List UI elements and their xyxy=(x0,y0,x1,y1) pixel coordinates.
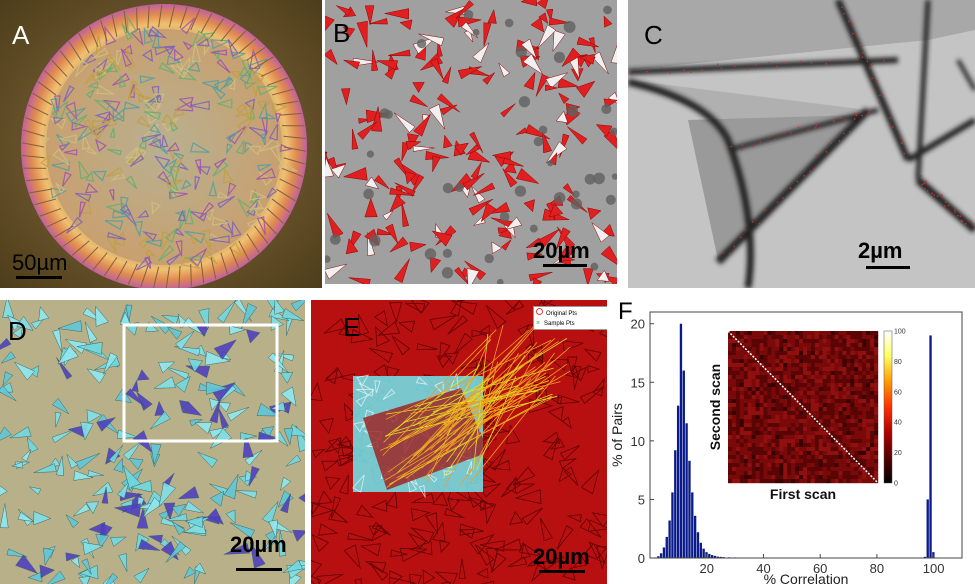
y-tick-label: 0 xyxy=(638,551,645,566)
correlation-histogram-chart: 20 40 60 80 100 0 5 10 15 20 % Correlation % of Pai… xyxy=(610,311,963,584)
colorbar-tick-label: 0 xyxy=(894,481,898,488)
histogram-bar xyxy=(713,555,717,558)
inset-y-label: Second scan xyxy=(707,364,723,450)
y-tick-label: 15 xyxy=(631,375,645,390)
x-tick-label: 60 xyxy=(813,561,827,576)
crystal-disk-image xyxy=(0,0,322,288)
histogram-bar xyxy=(685,423,688,558)
colorbar-tick-label: 100 xyxy=(894,329,906,336)
circle-marker-icon xyxy=(536,308,543,315)
panel-e-legend: Original Pts × Sample Pts xyxy=(533,306,607,330)
panel-c-scalebar xyxy=(866,266,910,269)
inset-x-label: First scan xyxy=(770,486,836,502)
histogram-bar xyxy=(926,499,929,558)
red-overlay-image xyxy=(325,0,617,284)
panel-e-label: E xyxy=(343,312,361,342)
y-tick-label: 5 xyxy=(638,492,645,507)
panel-a-label: A xyxy=(12,20,30,50)
panel-e-scale-text: 20µm xyxy=(533,544,590,569)
registration-image xyxy=(311,300,607,584)
panel-e-micrograph: E Original Pts × Sample Pts 20µm xyxy=(311,300,607,584)
histogram-bar xyxy=(716,556,719,558)
x-tick-label: 20 xyxy=(699,561,713,576)
y-tick-label: 20 xyxy=(631,317,645,332)
panel-d-micrograph: D 20µm xyxy=(0,300,305,584)
cross-marker-icon: × xyxy=(536,320,541,327)
histogram-bar xyxy=(668,520,671,558)
histogram-bar xyxy=(719,556,722,558)
histogram-bar xyxy=(679,323,683,558)
histogram-bar xyxy=(662,547,666,558)
panel-d-scalebar xyxy=(236,568,282,571)
correlation-heatmap xyxy=(727,330,879,484)
panel-d-label: D xyxy=(8,316,27,346)
panel-c-label: C xyxy=(644,20,663,50)
y-axis-label: % of Pairs xyxy=(610,403,625,467)
histogram-bar xyxy=(657,556,660,558)
panel-d-roi-box xyxy=(122,323,279,443)
zoomed-grain-image xyxy=(628,0,975,288)
panel-e-scalebar xyxy=(539,570,585,573)
y-tick-label: 10 xyxy=(631,434,645,449)
histogram-bar xyxy=(710,555,714,558)
panel-a-micrograph: A 50µm xyxy=(0,0,322,288)
colorbar-tick-label: 20 xyxy=(894,450,902,457)
panel-c-micrograph: C 2µm xyxy=(628,0,975,288)
histogram-bar xyxy=(923,556,927,558)
panel-b-micrograph: B 20µm xyxy=(325,0,617,284)
histogram-bar xyxy=(674,450,677,558)
histogram-bar xyxy=(696,532,700,558)
panel-f-histogram: 20 40 60 80 100 0 5 10 15 20 % Correlation % of Pai… xyxy=(610,294,975,584)
histogram-bar xyxy=(665,536,668,558)
heatmap-diagonal xyxy=(727,330,879,484)
x-tick-label: 80 xyxy=(870,561,884,576)
histogram-bar xyxy=(929,335,932,558)
panel-b-scale-text: 20µm xyxy=(533,238,590,263)
histogram-bar xyxy=(693,515,697,558)
colorbar-tick-label: 80 xyxy=(894,359,902,366)
histogram-bar xyxy=(671,492,674,558)
panel-c-scale-text: 2µm xyxy=(858,238,903,263)
panel-f-label: F xyxy=(618,298,633,325)
x-axis-label: % Correlation xyxy=(764,571,849,584)
histogram-bar xyxy=(676,405,680,558)
plot-frame xyxy=(649,311,963,559)
x-tick-label: 40 xyxy=(756,561,770,576)
histogram-bar xyxy=(688,460,691,558)
x-tick-label: 100 xyxy=(923,561,945,576)
histogram-bar xyxy=(702,548,705,558)
histogram-bar xyxy=(682,370,685,558)
panel-b-label: B xyxy=(333,18,351,48)
legend-sample-pts: × Sample Pts xyxy=(536,320,575,327)
histogram-bar xyxy=(659,553,663,558)
histogram-bar xyxy=(699,542,702,558)
colorbar xyxy=(883,330,893,484)
panel-a-scale-text: 50µm xyxy=(12,250,68,275)
histogram-bar xyxy=(708,553,711,558)
cyan-crystal-image xyxy=(0,300,305,584)
histogram-bar xyxy=(691,492,694,558)
panel-d-scale-text: 20µm xyxy=(230,532,287,557)
panel-a-scalebar xyxy=(16,276,62,279)
legend-original-pts: Original Pts xyxy=(536,308,607,319)
panel-b-scalebar xyxy=(543,264,587,267)
colorbar-tick-label: 40 xyxy=(894,420,902,427)
colorbar-tick-label: 60 xyxy=(894,389,902,396)
